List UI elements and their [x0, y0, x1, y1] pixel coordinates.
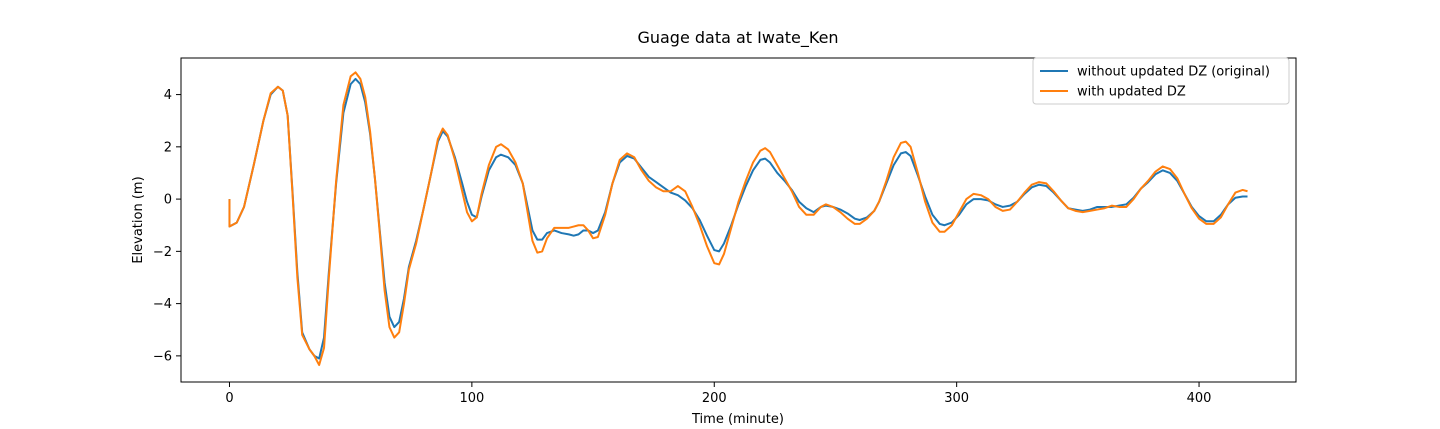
x-tick-label: 300: [944, 391, 969, 406]
legend-box: [1032, 57, 1290, 105]
x-tick-label: 200: [702, 391, 727, 406]
y-tick-label: 4: [164, 88, 172, 103]
y-tick-label: 2: [164, 140, 172, 155]
series-line-0: [228, 77, 1248, 360]
y-tick-label: 0: [164, 193, 172, 208]
y-axis-label: Elevation (m): [131, 176, 146, 263]
series-line-1: [228, 71, 1248, 367]
x-tick-label: 400: [1187, 391, 1212, 406]
legend-label-without-updated-dz: without updated DZ (original): [1077, 65, 1270, 80]
x-axis: 0 100 200 300 400: [225, 382, 1211, 406]
series-layer: [228, 71, 1248, 367]
x-tick-label: 0: [225, 391, 233, 406]
legend: without updated DZ (original) with updat…: [1032, 57, 1290, 105]
chart-title: Guage data at Iwate_Ken: [637, 28, 838, 48]
x-axis-label: Time (minute): [691, 412, 784, 427]
y-tick-label: −6: [153, 349, 172, 364]
y-axis: −6 −4 −2 0 2 4: [153, 88, 181, 364]
x-tick-label: 100: [459, 391, 484, 406]
y-tick-label: −2: [153, 245, 172, 260]
y-tick-label: −4: [153, 297, 172, 312]
plot-frame: [180, 57, 1297, 383]
legend-label-with-updated-dz: with updated DZ: [1077, 85, 1186, 100]
